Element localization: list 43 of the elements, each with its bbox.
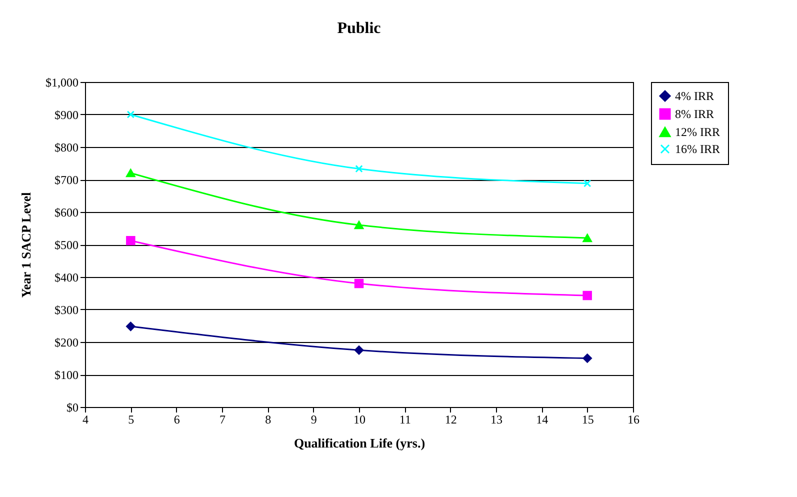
legend-label: 4% IRR bbox=[675, 89, 714, 103]
point bbox=[126, 322, 136, 332]
x-tick-label: 9 bbox=[310, 412, 317, 426]
x-tick-label: 16 bbox=[628, 412, 640, 426]
point bbox=[582, 290, 592, 300]
x-tick-label: 14 bbox=[536, 412, 548, 426]
y-tick-label: $500 bbox=[54, 238, 78, 252]
y-axis-title: Year 1 SACP Level bbox=[18, 192, 34, 298]
point bbox=[582, 234, 592, 242]
legend-label: 16% IRR bbox=[675, 142, 720, 156]
x-tick-label: 13 bbox=[490, 412, 502, 426]
y-tick-label: $300 bbox=[54, 303, 78, 317]
y-tick-label: $400 bbox=[54, 270, 78, 284]
legend-label: 12% IRR bbox=[675, 125, 720, 139]
point bbox=[126, 110, 135, 118]
y-tick-label: $1,000 bbox=[46, 76, 78, 90]
point bbox=[126, 168, 136, 178]
legend-label: 8% IRR bbox=[675, 107, 714, 121]
x-tick-label: 10 bbox=[354, 412, 366, 426]
point bbox=[354, 220, 364, 230]
point bbox=[126, 236, 136, 246]
y-tick-label: $100 bbox=[54, 368, 78, 382]
y-tick-label: $200 bbox=[54, 336, 78, 350]
point bbox=[354, 346, 364, 355]
y-tick-label: $800 bbox=[54, 140, 78, 154]
point bbox=[583, 180, 592, 188]
chart-title: Public bbox=[337, 20, 381, 37]
x-tick-label: 8 bbox=[265, 412, 272, 426]
point bbox=[354, 278, 364, 288]
x-tick-label: 11 bbox=[399, 412, 411, 426]
y-tick-label: $600 bbox=[54, 206, 78, 220]
x-tick-label: 5 bbox=[128, 412, 134, 426]
point bbox=[582, 354, 592, 363]
y-tick-label: $900 bbox=[54, 108, 78, 122]
x-axis-title: Qualification Life (yrs.) bbox=[294, 436, 426, 450]
point bbox=[355, 164, 363, 173]
y-tick-label: $700 bbox=[54, 173, 78, 187]
x-tick-label: 15 bbox=[582, 412, 594, 426]
x-tick-label: 4 bbox=[82, 412, 88, 426]
x-tick-label: 6 bbox=[174, 412, 180, 426]
x-tick-label: 7 bbox=[220, 412, 226, 426]
x-tick-label: 12 bbox=[444, 412, 457, 426]
y-tick-label: $0 bbox=[66, 400, 78, 414]
